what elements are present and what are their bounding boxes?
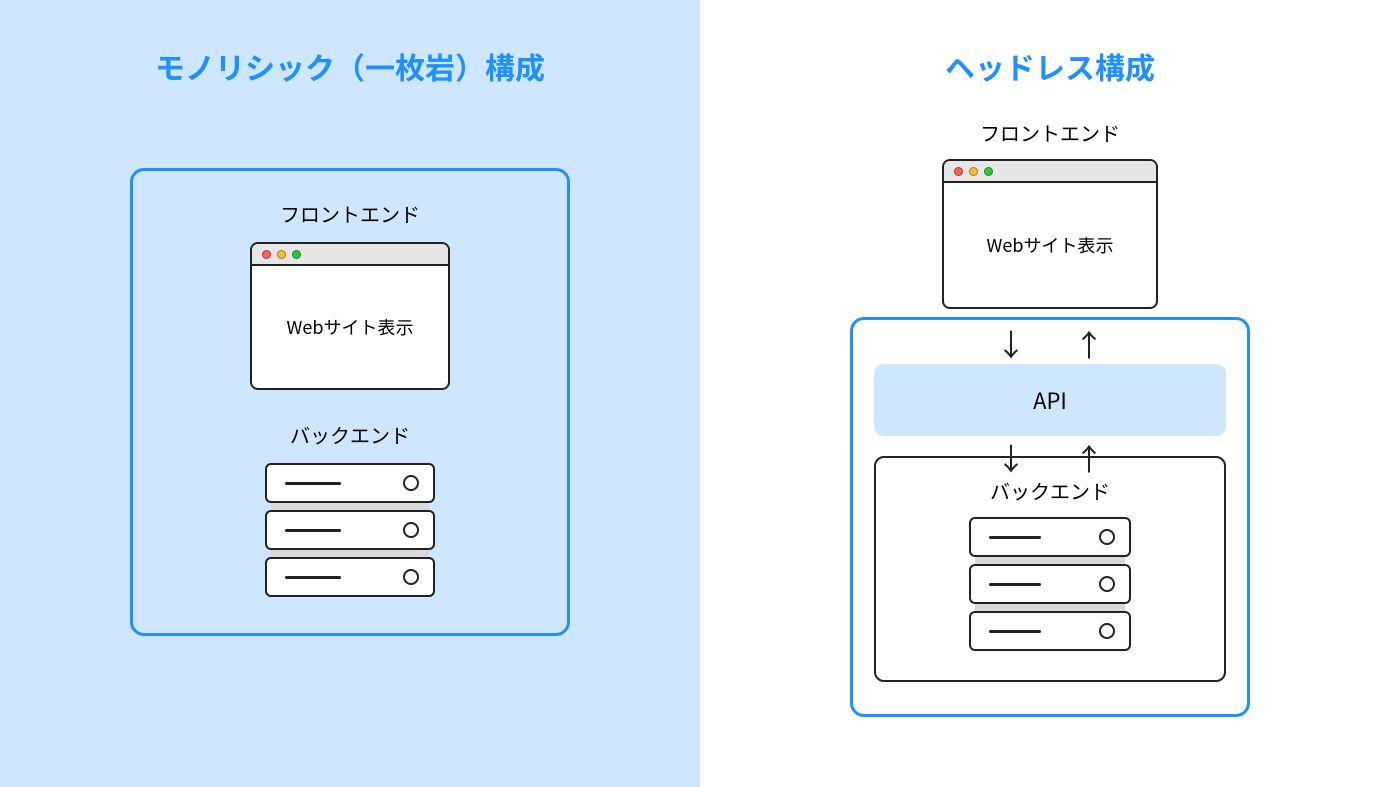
browser-titlebar	[252, 244, 448, 266]
monolithic-title: モノリシック（一枚岩）構成	[155, 0, 545, 88]
backend-label: バックエンド	[290, 420, 410, 449]
traffic-light-red-icon	[954, 167, 963, 176]
headless-panel: ヘッドレス構成 フロントエンド Webサイト表示 ↓ ↑ API ↓ ↑ バック…	[700, 0, 1400, 787]
frontend-label: フロントエンド	[280, 199, 420, 228]
traffic-light-green-icon	[292, 250, 301, 259]
browser-body-text: Webサイト表示	[944, 183, 1156, 307]
browser-window-icon: Webサイト表示	[942, 159, 1158, 309]
server-unit-icon	[265, 463, 435, 503]
monolithic-container: フロントエンド Webサイト表示 バックエンド	[130, 168, 570, 636]
browser-window-icon: Webサイト表示	[250, 242, 450, 390]
server-unit-icon	[265, 557, 435, 597]
frontend-label: フロントエンド	[980, 118, 1120, 147]
server-unit-icon	[265, 510, 435, 550]
server-unit-icon	[969, 611, 1131, 651]
server-unit-icon	[969, 564, 1131, 604]
traffic-light-green-icon	[984, 167, 993, 176]
browser-body-text: Webサイト表示	[252, 266, 448, 388]
arrow-up-icon: ↑	[1074, 328, 1104, 358]
server-unit-icon	[969, 517, 1131, 557]
arrows-frontend-api: ↓ ↑	[996, 328, 1104, 358]
traffic-light-yellow-icon	[969, 167, 978, 176]
server-stack-icon	[969, 517, 1131, 651]
monolithic-panel: モノリシック（一枚岩）構成 フロントエンド Webサイト表示 バックエンド	[0, 0, 700, 787]
backend-panel: バックエンド	[874, 456, 1226, 682]
backend-label: バックエンド	[990, 476, 1110, 505]
traffic-light-red-icon	[262, 250, 271, 259]
browser-titlebar	[944, 161, 1156, 183]
api-box: API	[874, 364, 1226, 436]
server-stack-icon	[265, 463, 435, 597]
headless-title: ヘッドレス構成	[945, 0, 1155, 88]
headless-container: ↓ ↑ API ↓ ↑ バックエンド	[850, 317, 1250, 717]
traffic-light-yellow-icon	[277, 250, 286, 259]
arrow-down-icon: ↓	[996, 328, 1026, 358]
